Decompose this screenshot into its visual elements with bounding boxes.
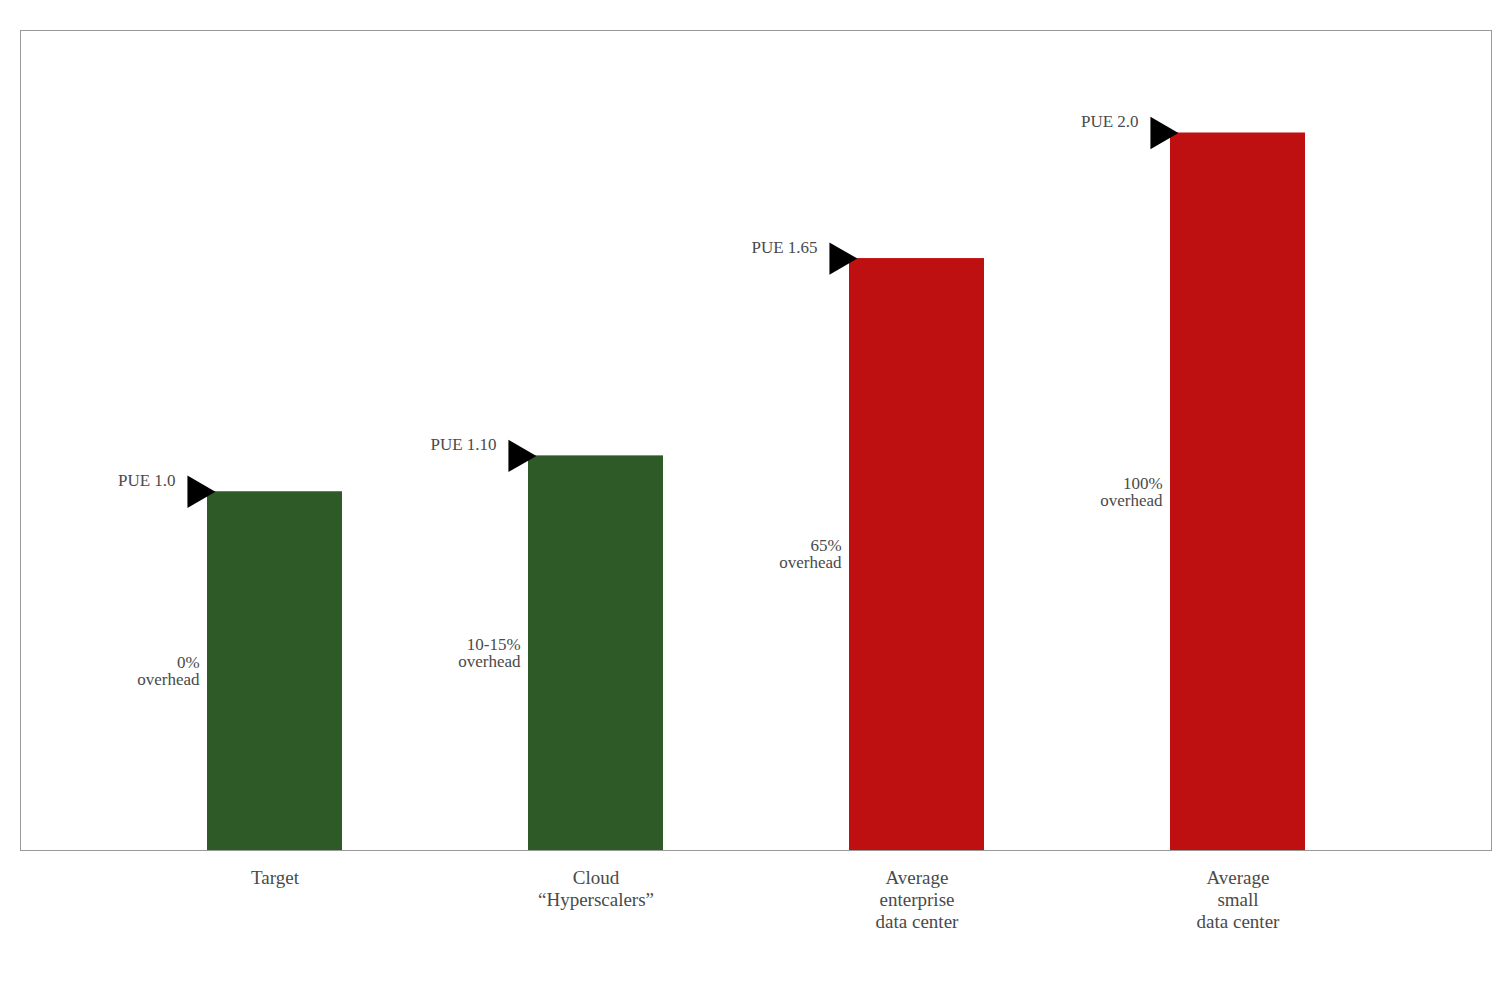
svg-text:PUE 2.0: PUE 2.0 <box>1081 112 1139 131</box>
svg-text:Target: Target <box>251 867 300 888</box>
svg-text:10-15%overhead: 10-15%overhead <box>458 635 521 671</box>
svg-text:0%overhead: 0%overhead <box>137 653 200 689</box>
svg-text:Averageenterprisedata center: Averageenterprisedata center <box>876 867 959 932</box>
svg-text:65%overhead: 65%overhead <box>779 536 842 572</box>
svg-text:PUE 1.10: PUE 1.10 <box>430 435 496 454</box>
svg-text:PUE 1.0: PUE 1.0 <box>118 471 176 490</box>
svg-text:Cloud“Hyperscalers”: Cloud“Hyperscalers” <box>538 867 654 910</box>
svg-text:PUE 1.65: PUE 1.65 <box>751 238 817 257</box>
svg-text:Averagesmalldata center: Averagesmalldata center <box>1197 867 1280 932</box>
svg-text:100%overhead: 100%overhead <box>1100 474 1163 510</box>
